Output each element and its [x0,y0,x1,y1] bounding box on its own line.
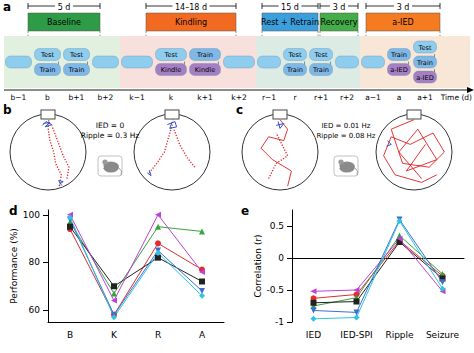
svg-text:Kindle: Kindle [161,66,181,74]
svg-text:a-IED: a-IED [390,66,408,74]
svg-text:k+1: k+1 [197,93,213,102]
svg-text:Kindle: Kindle [195,66,215,74]
svg-text:r+1: r+1 [314,93,328,102]
svg-text:Train: Train [312,66,329,74]
svg-text:B: B [67,330,73,340]
svg-text:Train: Train [286,66,303,74]
svg-text:r+2: r+2 [340,93,354,102]
svg-text:r: r [293,93,297,102]
svg-text:Baseline: Baseline [47,18,81,27]
svg-text:b: b [45,93,50,102]
svg-text:Train: Train [416,59,433,67]
svg-text:Test: Test [164,51,178,59]
svg-text:b+2: b+2 [98,93,114,102]
svg-text:b+1: b+1 [69,93,85,102]
svg-text:c: c [236,103,243,117]
svg-text:Performance (%): Performance (%) [9,228,19,303]
svg-text:80: 80 [29,257,41,267]
svg-text:d: d [9,204,18,218]
svg-text:Recovery: Recovery [320,18,357,27]
svg-text:a−1: a−1 [365,93,381,102]
svg-text:r−1: r−1 [262,93,276,102]
svg-text:3 d: 3 d [397,3,410,12]
svg-text:a+1: a+1 [417,93,433,102]
svg-text:-1: -1 [275,317,284,327]
svg-text:Test: Test [69,51,83,59]
svg-text:14–18 d: 14–18 d [175,3,207,12]
svg-text:A: A [199,330,206,340]
svg-text:Test: Test [40,51,54,59]
svg-text:k−1: k−1 [129,93,145,102]
svg-text:0.5: 0.5 [270,221,284,231]
svg-text:-0.5: -0.5 [266,285,284,295]
svg-text:Seizure: Seizure [426,330,460,340]
svg-text:a: a [3,0,11,14]
svg-text:b: b [3,103,12,117]
svg-text:IED = 0: IED = 0 [96,121,125,130]
svg-text:b−1: b−1 [11,93,27,102]
svg-text:100: 100 [23,210,40,220]
svg-text:Test: Test [314,51,328,59]
svg-text:K: K [111,330,118,340]
svg-text:15 d: 15 d [281,3,299,12]
svg-text:Kindling: Kindling [175,18,207,27]
svg-text:Test: Test [418,44,432,52]
svg-text:Ripple: Ripple [385,330,414,340]
svg-text:IED = 0.01 Hz: IED = 0.01 Hz [322,122,371,130]
svg-text:Correlation (r): Correlation (r) [253,234,263,297]
svg-text:IED: IED [306,330,321,340]
svg-text:Ripple = 0.08 Hz: Ripple = 0.08 Hz [316,132,375,140]
svg-text:k+2: k+2 [231,93,247,102]
svg-text:Train: Train [68,66,85,74]
svg-text:0: 0 [278,253,284,263]
svg-text:Time (d): Time (d) [440,93,472,102]
svg-text:Rest + Retrain: Rest + Retrain [261,18,319,27]
svg-text:Train: Train [196,51,213,59]
svg-text:e: e [241,204,249,218]
svg-text:R: R [155,330,161,340]
svg-text:a: a [397,93,402,102]
svg-text:Train: Train [39,66,56,74]
svg-text:Test: Test [288,51,302,59]
svg-text:Ripple = 0.3 Hz: Ripple = 0.3 Hz [81,131,140,140]
svg-text:60: 60 [29,305,41,315]
svg-text:a-IED: a-IED [416,74,434,82]
svg-text:IED-SPI: IED-SPI [340,330,372,340]
svg-text:5 d: 5 d [58,3,71,12]
svg-text:3 d: 3 d [333,3,346,12]
svg-text:a-IED: a-IED [392,18,413,27]
svg-text:Train: Train [390,51,407,59]
svg-text:k: k [169,93,174,102]
